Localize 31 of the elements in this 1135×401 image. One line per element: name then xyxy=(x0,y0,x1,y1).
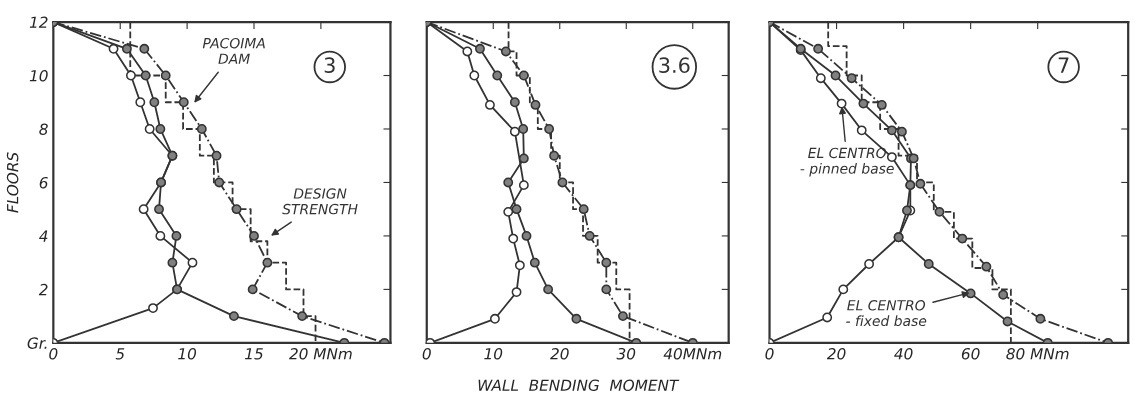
x-axis-title: WALL BENDING MOMENT xyxy=(478,379,680,391)
x-tick-label: 40MNm xyxy=(663,347,722,360)
y-tick-label: 12 xyxy=(29,16,48,28)
x-tick-label: 15 xyxy=(245,348,263,360)
x-tick-label: 20 MNm xyxy=(289,347,352,360)
x-tick-label: 20 xyxy=(826,347,846,360)
y-tick-label: 4 xyxy=(39,230,48,242)
y-tick-label: 10 xyxy=(29,69,48,82)
annotation: 3.6 xyxy=(659,57,690,74)
x-tick-label: 80 MNm xyxy=(1006,347,1069,360)
x-tick-label: 30 xyxy=(616,347,636,360)
y-tick-label: 6 xyxy=(39,176,48,189)
x-tick-label: 0 xyxy=(49,347,58,360)
y-tick-label: 2 xyxy=(38,283,48,296)
x-tick-label: 40 xyxy=(894,347,913,360)
x-tick-label: 5 xyxy=(115,348,125,360)
y-tick-label: Gr. xyxy=(27,337,47,349)
x-tick-label: 10 xyxy=(484,347,503,360)
annotation: DESIGN STRENGTH xyxy=(282,188,358,215)
x-tick-label: 0 xyxy=(422,347,431,360)
x-tick-label: 0 xyxy=(765,347,774,360)
x-tick-label: 60 xyxy=(961,347,980,360)
annotation: PACOIMA DAM xyxy=(202,37,265,64)
annotation: EL CENTRO - fixed base xyxy=(846,300,927,327)
y-tick-label: 8 xyxy=(39,123,48,136)
x-tick-label: 10 xyxy=(178,347,197,360)
x-tick-label: 20 xyxy=(550,347,569,360)
y-axis-title: FLOORS xyxy=(6,152,19,213)
annotation: 7 xyxy=(1058,57,1069,73)
annotation: 3 xyxy=(324,57,335,74)
annotation: EL CENTRO - pinned base xyxy=(800,147,894,177)
